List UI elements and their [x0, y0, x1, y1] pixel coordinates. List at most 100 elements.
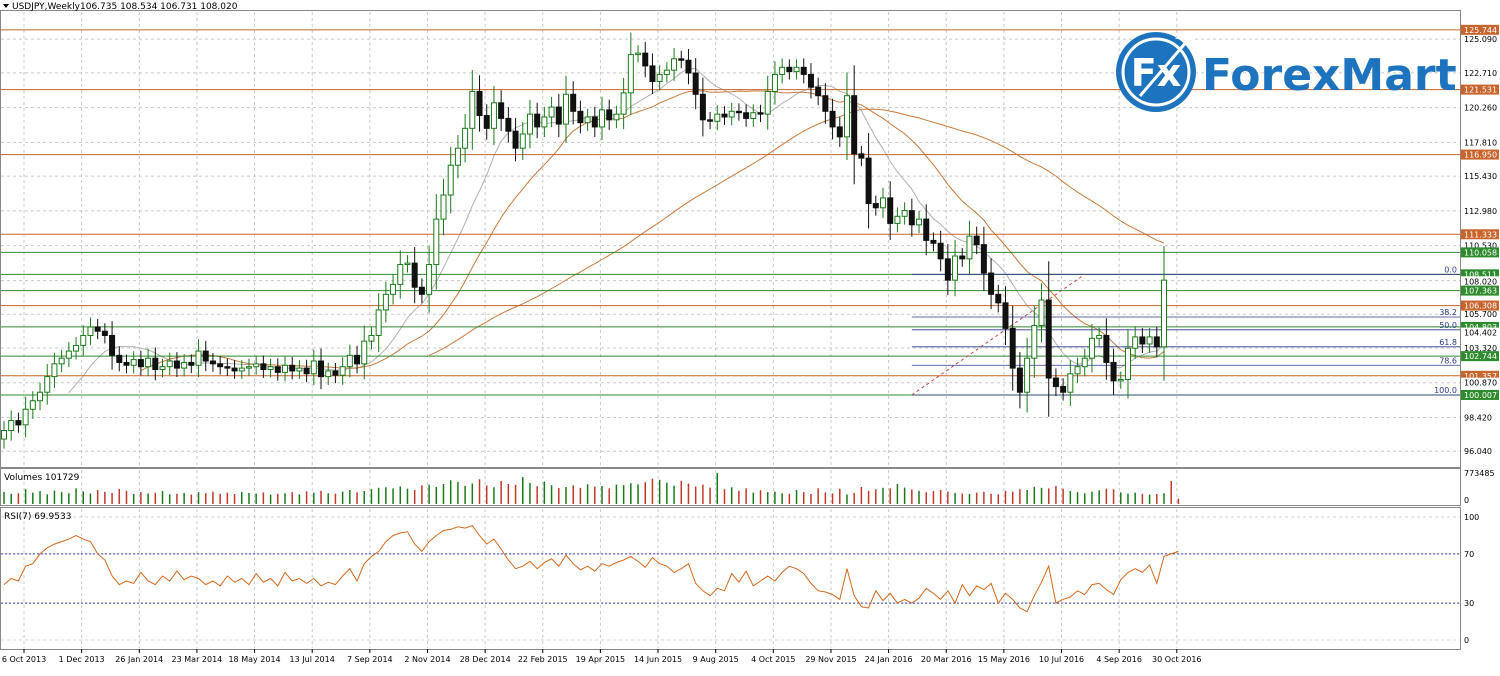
candle-body[interactable]	[671, 58, 678, 71]
candle-body[interactable]	[1153, 336, 1160, 348]
candle-body[interactable]	[209, 360, 216, 365]
candle-body[interactable]	[447, 164, 454, 196]
candle-body[interactable]	[318, 360, 325, 378]
candle-body[interactable]	[577, 110, 584, 124]
candle-body[interactable]	[959, 255, 966, 260]
candle-body[interactable]	[757, 112, 764, 115]
candle-body[interactable]	[65, 350, 72, 359]
candle-body[interactable]	[58, 357, 65, 365]
candle-body[interactable]	[519, 133, 526, 149]
candle-body[interactable]	[635, 52, 642, 56]
candle-body[interactable]	[483, 115, 490, 129]
candle-body[interactable]	[476, 90, 483, 117]
candle-body[interactable]	[303, 367, 310, 375]
candle-body[interactable]	[541, 116, 548, 128]
candle-body[interactable]	[195, 350, 202, 366]
candle-body[interactable]	[620, 92, 627, 115]
candle-body[interactable]	[721, 113, 728, 118]
candle-body[interactable]	[599, 109, 606, 128]
candle-body[interactable]	[807, 73, 814, 88]
candle-body[interactable]	[80, 334, 87, 346]
candle-body[interactable]	[173, 360, 180, 369]
candle-body[interactable]	[692, 72, 699, 95]
candle-body[interactable]	[87, 326, 94, 336]
candle-body[interactable]	[109, 334, 116, 356]
candle-body[interactable]	[159, 366, 166, 371]
candle-body[interactable]	[779, 66, 786, 75]
candle-body[interactable]	[937, 242, 944, 260]
candle-body[interactable]	[570, 93, 577, 112]
candle-body[interactable]	[462, 127, 469, 149]
candle-body[interactable]	[433, 218, 440, 266]
candle-body[interactable]	[253, 363, 260, 368]
candle-body[interactable]	[764, 90, 771, 115]
candle-body[interactable]	[1139, 336, 1146, 345]
candle-body[interactable]	[1067, 373, 1074, 393]
candle-body[interactable]	[887, 197, 894, 224]
candle-body[interactable]	[728, 110, 735, 118]
candle-body[interactable]	[310, 360, 317, 375]
symbol-dropdown-icon[interactable]	[3, 4, 9, 8]
candle-body[interactable]	[952, 255, 959, 281]
candle-body[interactable]	[973, 235, 980, 246]
candle-body[interactable]	[800, 66, 807, 75]
candle-body[interactable]	[562, 93, 569, 125]
candle-body[interactable]	[130, 359, 137, 366]
candle-body[interactable]	[1009, 327, 1016, 369]
candle-body[interactable]	[613, 113, 620, 121]
candle-body[interactable]	[152, 357, 159, 371]
candle-body[interactable]	[822, 95, 829, 112]
candle-body[interactable]	[944, 258, 951, 281]
candle-body[interactable]	[37, 391, 44, 402]
candle-body[interactable]	[908, 210, 915, 226]
candle-body[interactable]	[642, 52, 649, 67]
candle-body[interactable]	[512, 130, 519, 149]
candle-body[interactable]	[1074, 366, 1081, 375]
candle-body[interactable]	[548, 106, 555, 118]
candle-body[interactable]	[678, 58, 685, 61]
candle-body[interactable]	[606, 109, 613, 121]
candle-body[interactable]	[188, 361, 195, 366]
candle-body[interactable]	[404, 262, 411, 266]
candle-body[interactable]	[995, 293, 1002, 304]
candle-body[interactable]	[73, 344, 80, 352]
candle-body[interactable]	[714, 113, 721, 122]
candle-body[interactable]	[1146, 336, 1153, 345]
candle-body[interactable]	[296, 367, 303, 372]
candle-body[interactable]	[858, 153, 865, 159]
candle-body[interactable]	[865, 157, 872, 205]
candle-body[interactable]	[1103, 334, 1110, 363]
candle-body[interactable]	[534, 113, 541, 128]
candle-body[interactable]	[397, 264, 404, 285]
candle-body[interactable]	[181, 361, 188, 369]
candle-body[interactable]	[526, 113, 533, 135]
candle-body[interactable]	[116, 354, 123, 363]
candle-body[interactable]	[368, 334, 375, 342]
candle-body[interactable]	[1124, 347, 1131, 380]
candle-body[interactable]	[289, 364, 296, 372]
candle-body[interactable]	[591, 116, 598, 128]
candle-body[interactable]	[843, 95, 850, 138]
candle-body[interactable]	[735, 110, 742, 114]
candle-body[interactable]	[1002, 302, 1009, 329]
candle-body[interactable]	[930, 239, 937, 244]
candle-body[interactable]	[980, 244, 987, 274]
candle-body[interactable]	[224, 366, 231, 369]
candle-body[interactable]	[245, 366, 252, 369]
candle-body[interactable]	[627, 54, 634, 94]
candle-body[interactable]	[1, 430, 7, 440]
candle-body[interactable]	[1060, 386, 1067, 393]
candle-body[interactable]	[390, 283, 397, 295]
candle-body[interactable]	[584, 116, 591, 124]
candle-body[interactable]	[1038, 299, 1045, 327]
candle-body[interactable]	[166, 360, 173, 368]
candle-body[interactable]	[1110, 361, 1117, 382]
candle-body[interactable]	[238, 367, 245, 372]
candle-body[interactable]	[382, 293, 389, 311]
candle-body[interactable]	[231, 367, 238, 372]
candle-body[interactable]	[1161, 279, 1167, 348]
candle-body[interactable]	[851, 95, 858, 155]
candle-body[interactable]	[1117, 378, 1124, 382]
candle-body[interactable]	[44, 376, 51, 393]
candle-body[interactable]	[137, 359, 144, 368]
